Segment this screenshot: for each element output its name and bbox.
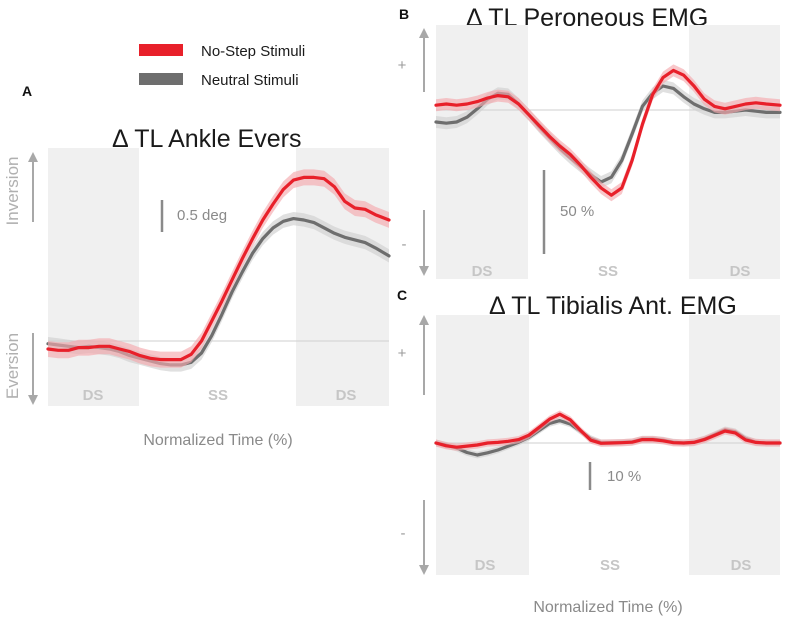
panel-c-no-step-line	[434, 412, 782, 449]
panel-b-phase-ds-right: DS	[730, 263, 751, 280]
panel-c-minus-sign: -	[401, 525, 406, 542]
legend-label-neutral: Neutral Stimuli	[201, 72, 299, 89]
panel-a-eversion-label: Eversion	[3, 333, 22, 399]
panel-label-c: C	[397, 287, 407, 303]
legend-label-no-step: No-Step Stimuli	[201, 43, 305, 60]
panel-b-curves	[434, 64, 782, 202]
panel-a-phase-ds-right: DS	[336, 387, 357, 404]
panel-a-phase-ds-left: DS	[83, 387, 104, 404]
panel-c-plus-sign: +	[398, 345, 407, 362]
panel-b-plus-sign: +	[398, 57, 407, 74]
panel-c-phase-ds-right: DS	[731, 557, 752, 574]
panel-a-inversion-label: Inversion	[3, 157, 22, 226]
panel-a-scale-label: 0.5 deg	[177, 207, 227, 224]
panel-a-ds-shade-left	[48, 148, 139, 406]
panel-b-ds-shade-right	[689, 25, 780, 279]
panel-c: C Δ TL Tibialis Ant. EMG 10 % DS SS DS +…	[397, 287, 782, 616]
panel-a-ds-shade-right	[296, 148, 389, 406]
panel-b-phase-ss: SS	[598, 263, 618, 280]
panel-label-b: B	[399, 6, 409, 22]
panel-a: A Δ TL Ankle Evers 0.5 deg DS SS DS Inve…	[3, 83, 391, 449]
legend-swatch-neutral	[139, 73, 183, 85]
panel-c-phase-ds-left: DS	[475, 557, 496, 574]
panel-b-ds-shade-left	[436, 25, 528, 279]
panel-b-scale-label: 50 %	[560, 203, 594, 220]
legend-swatch-no-step	[139, 44, 183, 56]
panel-c-phase-ss: SS	[600, 557, 620, 574]
panel-a-xlabel: Normalized Time (%)	[143, 432, 292, 449]
panel-a-phase-ss: SS	[208, 387, 228, 404]
panel-c-xlabel: Normalized Time (%)	[533, 599, 682, 616]
panel-b-phase-ds-left: DS	[472, 263, 493, 280]
panel-b: B Δ TL Peroneous EMG 50 % DS SS DS + -	[398, 4, 782, 280]
panel-c-scale-label: 10 %	[607, 468, 641, 485]
panel-c-curves	[434, 410, 782, 459]
panel-a-title: Δ TL Ankle Evers	[112, 125, 301, 153]
panel-b-no-step-line	[434, 68, 782, 197]
panel-c-no-step-band	[436, 410, 780, 451]
panel-a-no-step-line	[46, 175, 391, 362]
panel-b-minus-sign: -	[402, 236, 407, 253]
panel-a-curves	[46, 169, 391, 372]
legend: No-Step Stimuli Neutral Stimuli	[139, 43, 305, 89]
panel-label-a: A	[22, 83, 32, 99]
